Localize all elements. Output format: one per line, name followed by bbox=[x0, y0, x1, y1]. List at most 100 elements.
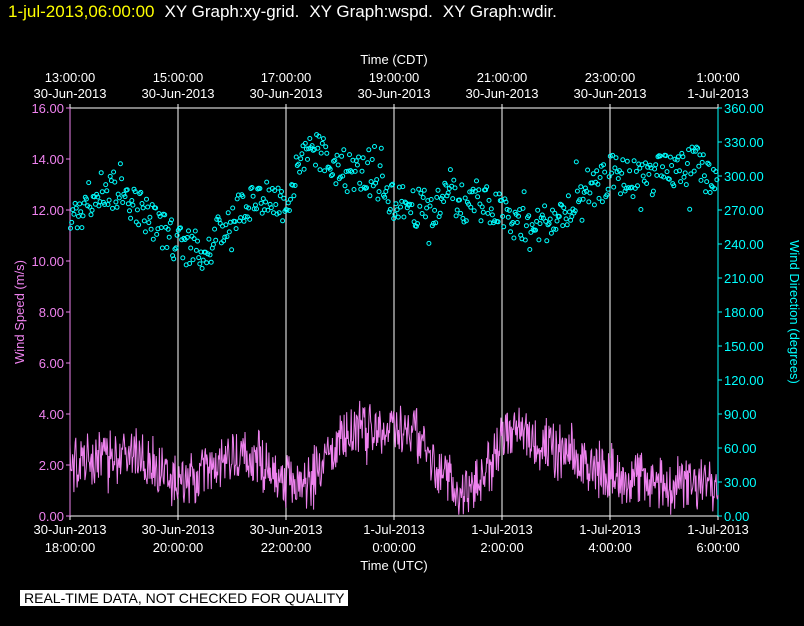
wind-direction-point bbox=[173, 245, 179, 251]
wind-direction-point bbox=[548, 230, 554, 236]
wind-direction-point bbox=[559, 202, 565, 208]
wind-direction-point bbox=[315, 145, 321, 151]
wind-direction-point bbox=[139, 201, 145, 206]
wind-direction-point bbox=[672, 156, 678, 162]
x-tick-label-utc-date: 30-Jun-2013 bbox=[142, 522, 215, 537]
wind-direction-point bbox=[233, 226, 239, 232]
wind-direction-point bbox=[441, 199, 447, 205]
wind-direction-point bbox=[485, 210, 491, 216]
wind-direction-point bbox=[208, 259, 214, 265]
wind-direction-point bbox=[87, 204, 93, 210]
wind-direction-point bbox=[683, 182, 689, 188]
wind-direction-point bbox=[215, 214, 221, 220]
x-tick-label-utc-date: 1-Jul-2013 bbox=[471, 522, 532, 537]
wind-direction-point bbox=[698, 177, 704, 183]
wind-direction-point bbox=[224, 234, 230, 240]
wind-direction-point bbox=[313, 162, 318, 168]
wind-direction-point bbox=[622, 188, 628, 194]
wind-direction-point bbox=[536, 237, 542, 243]
wind-direction-point bbox=[681, 174, 687, 180]
x-tick-label-utc-time: 20:00:00 bbox=[153, 540, 204, 555]
wind-direction-point bbox=[99, 189, 105, 195]
bottom-axis-label: Time (UTC) bbox=[360, 558, 427, 573]
wind-direction-point bbox=[630, 194, 636, 200]
wind-direction-point bbox=[128, 215, 134, 221]
x-tick-label-utc-time: 6:00:00 bbox=[696, 540, 739, 555]
wind-direction-point bbox=[79, 225, 85, 231]
right-tick-label: 240.00 bbox=[724, 237, 764, 252]
wind-direction-point bbox=[409, 202, 415, 208]
wind-direction-point bbox=[134, 207, 140, 213]
wind-direction-point bbox=[613, 155, 619, 161]
wind-direction-point bbox=[232, 219, 238, 224]
wind-direction-point bbox=[319, 140, 325, 146]
wind-direction-point bbox=[68, 225, 73, 231]
wind-direction-point bbox=[401, 214, 407, 220]
wind-direction-point bbox=[305, 156, 310, 162]
right-tick-label: 150.00 bbox=[724, 339, 764, 354]
wind-direction-point bbox=[332, 157, 338, 163]
wind-direction-point bbox=[527, 247, 533, 252]
x-tick-label-utc-date: 1-Jul-2013 bbox=[579, 522, 640, 537]
wind-direction-point bbox=[390, 181, 396, 187]
wind-direction-point bbox=[372, 144, 377, 149]
graph-title-grid: XY Graph:xy-grid. bbox=[164, 2, 300, 21]
wind-direction-point bbox=[191, 236, 197, 242]
wind-direction-point bbox=[80, 213, 86, 219]
wind-direction-point bbox=[478, 218, 484, 224]
wind-direction-point bbox=[694, 144, 699, 150]
wind-direction-point bbox=[705, 160, 711, 166]
wind-direction-point bbox=[544, 238, 550, 244]
wind-direction-point bbox=[302, 140, 308, 146]
wind-direction-point bbox=[607, 153, 613, 159]
wind-direction-point bbox=[610, 152, 616, 158]
wind-direction-point bbox=[275, 185, 281, 191]
wind-direction-point bbox=[263, 199, 269, 205]
wind-direction-point bbox=[334, 152, 340, 158]
wind-direction-point bbox=[447, 167, 453, 173]
wind-direction-point bbox=[379, 173, 385, 179]
wind-direction-point bbox=[89, 207, 95, 213]
x-tick-label-utc-time: 4:00:00 bbox=[588, 540, 631, 555]
wind-direction-point bbox=[368, 179, 374, 185]
wind-direction-point bbox=[696, 163, 702, 169]
wind-direction-point bbox=[347, 152, 352, 158]
wind-direction-point bbox=[578, 184, 584, 190]
wind-direction-point bbox=[225, 210, 231, 216]
wind-direction-point bbox=[71, 211, 77, 217]
wind-direction-point bbox=[162, 212, 168, 218]
wind-direction-point bbox=[147, 214, 153, 220]
wind-direction-point bbox=[142, 229, 148, 235]
wind-direction-point bbox=[444, 193, 450, 199]
x-tick-label-cdt-date: 30-Jun-2013 bbox=[34, 86, 107, 101]
wind-direction-point bbox=[486, 197, 492, 203]
wind-direction-point bbox=[660, 164, 665, 170]
wind-direction-point bbox=[687, 206, 693, 212]
wind-direction-point bbox=[265, 207, 271, 213]
wind-direction-point bbox=[296, 161, 301, 167]
wind-direction-point bbox=[291, 193, 297, 199]
wind-direction-point bbox=[333, 181, 339, 187]
graph-title-wspd: XY Graph:wspd. bbox=[309, 2, 433, 21]
wind-direction-point bbox=[364, 185, 369, 191]
wind-direction-point bbox=[697, 152, 703, 158]
x-tick-label-cdt-date: 30-Jun-2013 bbox=[142, 86, 215, 101]
wind-direction-point bbox=[413, 223, 419, 229]
wind-direction-point bbox=[241, 218, 247, 224]
wind-direction-point bbox=[186, 228, 191, 234]
wind-direction-point bbox=[489, 212, 495, 218]
wind-direction-point bbox=[428, 197, 434, 202]
wind-direction-point bbox=[150, 236, 156, 242]
wind-direction-point bbox=[480, 209, 486, 215]
wind-direction-point bbox=[508, 229, 513, 235]
wind-direction-point bbox=[105, 202, 111, 207]
wind-direction-point bbox=[106, 197, 112, 203]
wind-direction-point bbox=[214, 216, 220, 222]
right-tick-label: 330.00 bbox=[724, 135, 764, 150]
wind-direction-point bbox=[457, 197, 462, 203]
x-tick-label-cdt-date: 30-Jun-2013 bbox=[574, 86, 647, 101]
wind-direction-point bbox=[500, 213, 506, 219]
wind-direction-point bbox=[627, 168, 633, 174]
wind-direction-point bbox=[122, 194, 128, 200]
wind-direction-point bbox=[551, 226, 557, 232]
